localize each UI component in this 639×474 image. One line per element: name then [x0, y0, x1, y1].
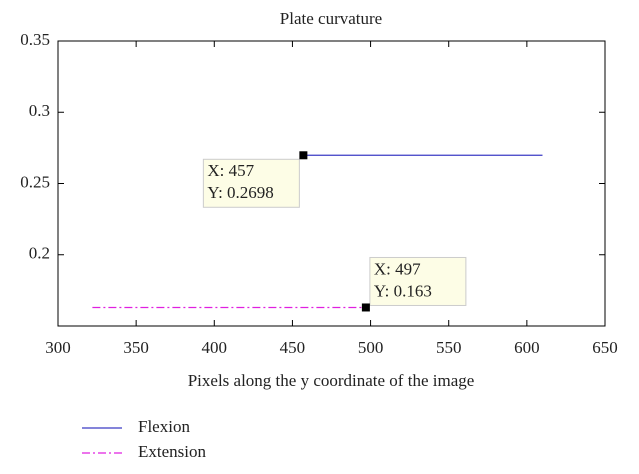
data-tip-y: Y: 0.2698	[207, 183, 273, 202]
y-tick-label: 0.3	[29, 101, 50, 120]
x-tick-label: 500	[358, 338, 384, 357]
chart-title: Plate curvature	[280, 9, 382, 28]
data-tip	[202, 158, 300, 208]
x-tick-label: 550	[436, 338, 462, 357]
legend-label: Flexion	[138, 417, 190, 436]
x-tick-label: 400	[202, 338, 228, 357]
x-tick-label: 350	[123, 338, 149, 357]
data-tip-x: X: 457	[207, 161, 254, 180]
x-axis-label: Pixels along the y coordinate of the ima…	[188, 371, 475, 390]
data-tip-y: Y: 0.163	[374, 281, 432, 300]
data-point-marker	[361, 303, 370, 312]
data-tip-x: X: 497	[374, 259, 421, 278]
y-tick-label: 0.25	[20, 172, 50, 191]
x-tick-label: 450	[280, 338, 306, 357]
x-tick-label: 600	[514, 338, 540, 357]
y-tick-label: 0.2	[29, 244, 50, 263]
legend-label: Extension	[138, 442, 206, 461]
x-tick-label: 300	[45, 338, 71, 357]
y-tick-label: 0.35	[20, 30, 50, 49]
data-tip	[369, 256, 467, 306]
plot-frame	[57, 40, 606, 327]
data-point-marker	[299, 151, 308, 160]
x-tick-label: 650	[592, 338, 618, 357]
